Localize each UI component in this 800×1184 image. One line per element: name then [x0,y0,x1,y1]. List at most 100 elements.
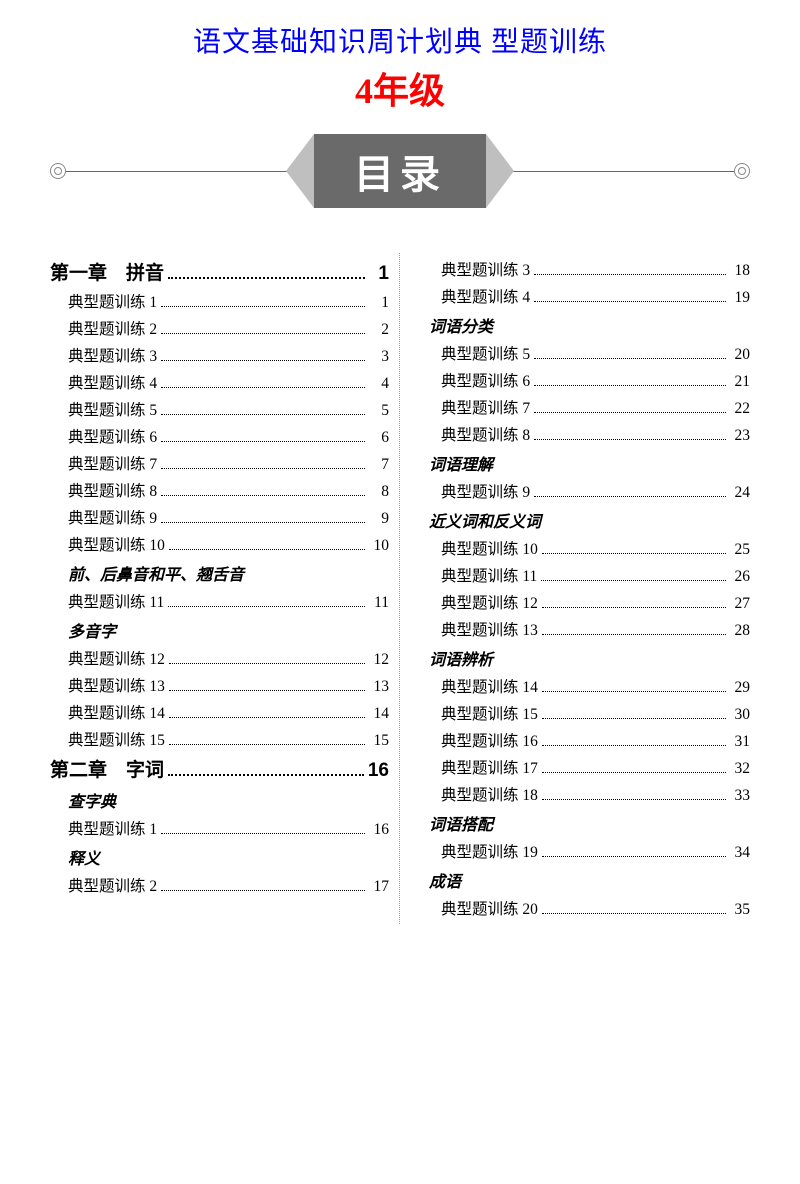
toc-page-number: 24 [730,484,750,502]
toc-page-number: 1 [369,294,389,312]
toc-entry: 典型题训练 9 24 [441,480,750,502]
toc-dots [534,412,726,413]
toc-label: 典型题训练 13 [68,674,165,696]
toc-page-number: 30 [730,706,750,724]
toc-page-number: 10 [369,537,389,555]
toc-label: 典型题训练 12 [441,591,538,613]
toc-page-number: 11 [369,594,389,612]
toc-label: 典型题训练 1 [68,817,157,839]
toc-entry: 典型题训练 419 [441,285,750,307]
toc-label: 典型题训练 14 [68,701,165,723]
toc-dots [161,441,365,442]
toc-dots [542,691,726,692]
toc-entry: 典型题训练 621 [441,369,750,391]
toc-entry: 典型题训练 88 [68,479,389,501]
toc-subheading: 多音字 [68,618,389,642]
toc-subheading: 近义词和反义词 [429,508,750,532]
toc-dots [161,387,365,388]
toc-label: 典型题训练 19 [441,840,538,862]
toc-dots [534,301,726,302]
toc-chapter: 第一章 拼音1 [50,258,389,285]
toc-label: 典型题训练 2 [68,874,157,896]
toc-label: 典型题训练 12 [68,647,165,669]
toc-page-number: 35 [730,901,750,919]
toc-page-number: 16 [369,821,389,839]
toc-entry: 典型题训练 1515 [68,728,389,750]
toc-label: 第一章 拼音 [50,258,164,285]
toc-entry: 典型题训练 1212 [68,647,389,669]
toc-dots [168,606,365,607]
grade-title: 4年级 [50,62,750,114]
toc-subheading: 释义 [68,845,389,869]
toc-dots [168,774,364,776]
toc-page-number: 18 [730,262,750,280]
toc-dots [534,439,726,440]
toc-dots [161,333,365,334]
toc-page-number: 29 [730,679,750,697]
toc-subheading: 前、后鼻音和平、翘舌音 [68,561,389,585]
toc-label: 典型题训练 4 [68,371,157,393]
toc-entry: 典型题训练 1934 [441,840,750,862]
toc-entry: 典型题训练 15 30 [441,702,750,724]
toc-dots [542,634,726,635]
toc-label: 第二章 字词 [50,755,164,782]
toc-dots [534,358,726,359]
toc-label: 典型题训练 11 [441,564,537,586]
toc-entry: 典型题训练 1010 [68,533,389,555]
toc-entry: 典型题训练 22 [68,317,389,339]
toc-entry: 典型题训练 2035 [441,897,750,919]
toc-page-number: 26 [730,568,750,586]
toc-banner: 目录 [314,134,486,208]
toc-dots [534,274,726,275]
toc-page-number: 19 [730,289,750,307]
toc-label: 典型题训练 15 [441,702,538,724]
toc-entry: 典型题训练 12 27 [441,591,750,613]
toc-dots [161,414,365,415]
toc-banner-row: 目录 [50,134,750,208]
toc-dots [169,549,365,550]
toc-entry: 典型题训练 66 [68,425,389,447]
toc-column-left: 第一章 拼音1典型题训练 11典型题训练 22典型题训练 33典型题训练 44典… [50,253,389,924]
toc-entry: 典型题训练 1 16 [68,817,389,839]
toc-page-number: 6 [369,429,389,447]
toc-page-number: 7 [369,456,389,474]
toc-dots [542,553,726,554]
toc-page-number: 13 [369,678,389,696]
toc-entry: 典型题训练 13 13 [68,674,389,696]
toc-page-number: 22 [730,400,750,418]
toc-label: 典型题训练 18 [441,783,538,805]
banner-line [66,171,306,172]
toc-label: 典型题训练 5 [441,342,530,364]
toc-entry: 典型题训练 1429 [441,675,750,697]
toc-dots [161,306,365,307]
toc-label: 典型题训练 13 [441,618,538,640]
toc-dots [541,580,726,581]
toc-dots [542,745,726,746]
toc-dots [542,856,726,857]
toc-page-number: 8 [369,483,389,501]
toc-dots [542,772,726,773]
toc-page-number: 3 [369,348,389,366]
ornament-left-icon [50,163,66,179]
page: 语文基础知识周计划典 型题训练 4年级 目录 第一章 拼音1典型题训练 11典型… [0,0,800,954]
toc-label: 典型题训练 3 [441,258,530,280]
toc-entry: 典型题训练 520 [441,342,750,364]
toc-page-number: 21 [730,373,750,391]
toc-page-number: 27 [730,595,750,613]
toc-entry: 典型题训练 217 [68,874,389,896]
toc-dots [169,717,365,718]
toc-entry: 典型题训练 3 18 [441,258,750,280]
toc-page-number: 15 [369,732,389,750]
toc-entry: 典型题训练 1025 [441,537,750,559]
toc-column-right: 典型题训练 3 18 典型题训练 419 词语分类典型题训练 520 典型题训练 621… [411,253,750,924]
toc-label: 典型题训练 2 [68,317,157,339]
toc-label: 典型题训练 9 [441,480,530,502]
toc-subheading: 词语分类 [429,313,750,337]
toc-dots [169,690,365,691]
toc-dots [161,495,365,496]
toc-dots [169,744,365,745]
toc-page-number: 5 [369,402,389,420]
toc-label: 典型题训练 17 [441,756,538,778]
toc-subheading: 词语搭配 [429,811,750,835]
toc-entry: 典型题训练 11 26 [441,564,750,586]
